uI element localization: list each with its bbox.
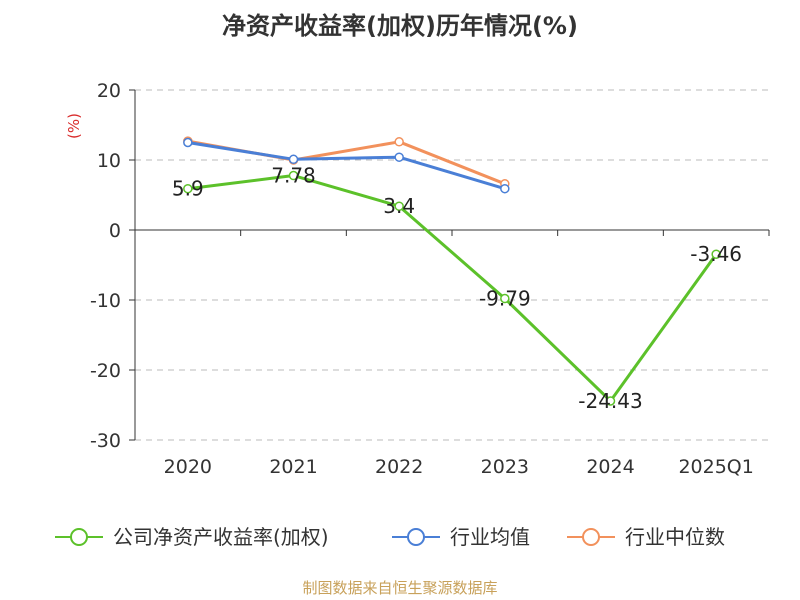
y-tick-label: 20 (97, 80, 121, 102)
y-tick-label: -10 (90, 290, 121, 312)
y-tick-label: 10 (97, 150, 121, 172)
data-point (394, 137, 404, 147)
x-tick-label: 2022 (375, 456, 423, 478)
legend-marker (407, 528, 425, 546)
legend-label: 行业中位数 (625, 525, 725, 549)
grid-layer (135, 89, 769, 441)
data-label: 5.9 (172, 177, 204, 201)
x-tick-label: 2021 (269, 456, 317, 478)
data-label: -24.43 (578, 389, 642, 413)
legend-layer: 公司净资产收益率(加权) 行业均值 行业中位数 (55, 525, 725, 549)
y-tick-label: -30 (90, 430, 121, 452)
data-point (500, 293, 510, 304)
legend-label: 公司净资产收益率(加权) (113, 525, 329, 549)
legend-marker (70, 528, 88, 546)
data-point (711, 249, 721, 259)
data-label: -9.79 (479, 287, 531, 311)
series-line (187, 139, 506, 186)
x-tick-label: 2023 (481, 456, 529, 478)
data-point (183, 183, 193, 194)
legend-marker (582, 528, 600, 546)
y-tick-label: 0 (109, 220, 121, 242)
x-tick-label: 2024 (586, 456, 634, 478)
data-point (500, 183, 510, 194)
y-axis-label: (%) (65, 113, 83, 139)
data-label: -3.46 (690, 242, 742, 266)
series-layer (183, 136, 721, 406)
chart-title: 净资产收益率(加权)历年情况(%) (222, 12, 578, 40)
data-point (605, 396, 616, 406)
axis-layer: 20 10 0 -10 -20 -30 (%) 2020 2021 2022 2023 2024 202… (65, 80, 770, 478)
series-line (187, 141, 506, 191)
data-point (288, 170, 299, 181)
series-line (187, 174, 718, 403)
y-tick-label: -20 (90, 360, 121, 382)
data-point (288, 154, 299, 165)
data-point (394, 201, 404, 211)
data-point (394, 152, 404, 162)
x-tick-label: 2020 (164, 456, 212, 478)
legend-label: 行业均值 (450, 525, 530, 549)
data-point (183, 137, 193, 148)
data-label: 7.78 (271, 164, 316, 188)
data-label: 3.4 (383, 194, 415, 218)
x-tick-label: 2025Q1 (678, 456, 753, 478)
source-note: 制图数据来自恒生聚源数据库 (302, 579, 498, 597)
label-layer: 5.9 7.78 3.4 -9.79 -24.43 -3.46 (172, 164, 742, 413)
